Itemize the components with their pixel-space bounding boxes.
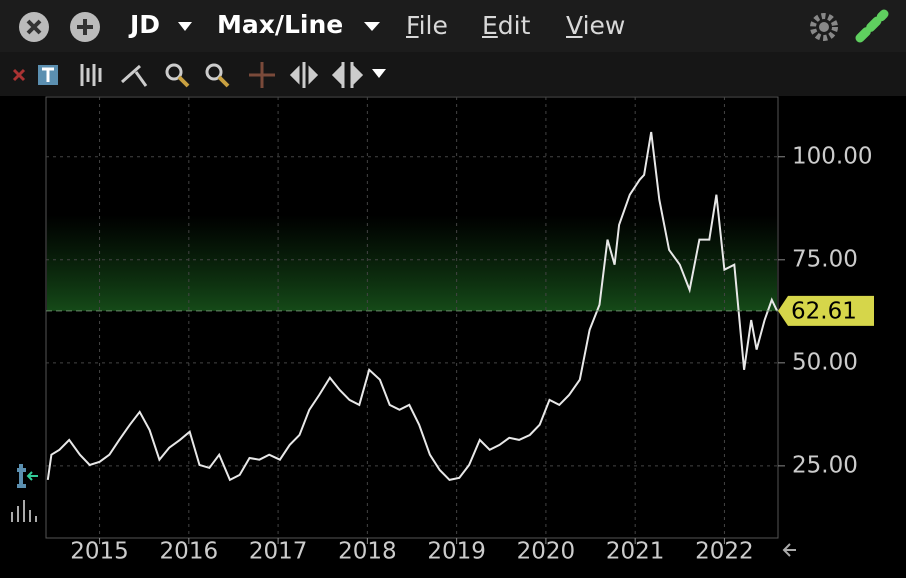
mode[interactable]: Max/Line xyxy=(217,10,344,39)
y-tick-label: 25.00 xyxy=(792,452,858,478)
last-price-label: 62.61 xyxy=(791,298,857,324)
dropdown-arrow[interactable] xyxy=(178,22,192,31)
x-tick-label: 2017 xyxy=(249,539,308,565)
volume-icon[interactable] xyxy=(11,500,37,522)
add-icon xyxy=(77,19,93,35)
link-icon[interactable] xyxy=(855,9,889,43)
pan-tool[interactable] xyxy=(289,62,319,88)
zoom-out-tool[interactable] xyxy=(205,63,223,81)
zoom-in-tool[interactable] xyxy=(165,63,183,81)
title-bar: JD Max/Line File Edit View xyxy=(0,0,906,52)
cursor-arrow xyxy=(26,471,38,481)
chart: 25.00 50.00 75.00 100.00 2015 2016 2017 2018 201… xyxy=(11,96,874,565)
bars-tool[interactable] xyxy=(80,64,102,86)
tool-icons xyxy=(12,62,386,88)
line-tool[interactable] xyxy=(121,64,148,87)
x-tick-label: 2019 xyxy=(427,539,486,565)
last-price-tag xyxy=(778,295,874,326)
x-tick-label: 2015 xyxy=(70,539,129,565)
price-line xyxy=(46,131,779,482)
menu-view[interactable]: View xyxy=(566,11,626,40)
dropdown-arrow[interactable] xyxy=(364,22,380,31)
x-tick-label: 2021 xyxy=(606,539,665,565)
menu-edit[interactable]: Edit xyxy=(482,11,531,40)
dropdown-arrow[interactable] xyxy=(372,69,386,78)
scroll-arrow[interactable] xyxy=(782,543,796,557)
x-tick-label: 2016 xyxy=(160,539,219,565)
y-tick-label: 75.00 xyxy=(792,246,858,272)
price-zone xyxy=(47,215,777,311)
cursor-icon[interactable] xyxy=(17,464,26,488)
range-tool[interactable] xyxy=(331,62,364,88)
delete-tool[interactable] xyxy=(12,68,26,82)
x-tick-label: 2022 xyxy=(695,539,754,565)
menu-file[interactable]: File xyxy=(406,11,448,40)
settings-icon[interactable] xyxy=(810,13,838,41)
y-tick-label: 100.00 xyxy=(792,143,872,169)
symbol[interactable]: JD xyxy=(130,10,161,39)
close-icon xyxy=(26,19,42,35)
plot-area xyxy=(45,96,779,539)
y-tick-label: 50.00 xyxy=(792,349,858,375)
zoom-handle xyxy=(217,75,230,88)
tool-bar xyxy=(0,52,906,96)
x-tick-label: 2018 xyxy=(338,539,397,565)
x-tick-label: 2020 xyxy=(517,539,576,565)
title-icons xyxy=(19,9,889,43)
settings-hub xyxy=(819,22,829,32)
crosshair-tool[interactable] xyxy=(249,62,275,88)
text-tool-glyph xyxy=(42,67,54,82)
zoom-handle xyxy=(177,75,190,88)
